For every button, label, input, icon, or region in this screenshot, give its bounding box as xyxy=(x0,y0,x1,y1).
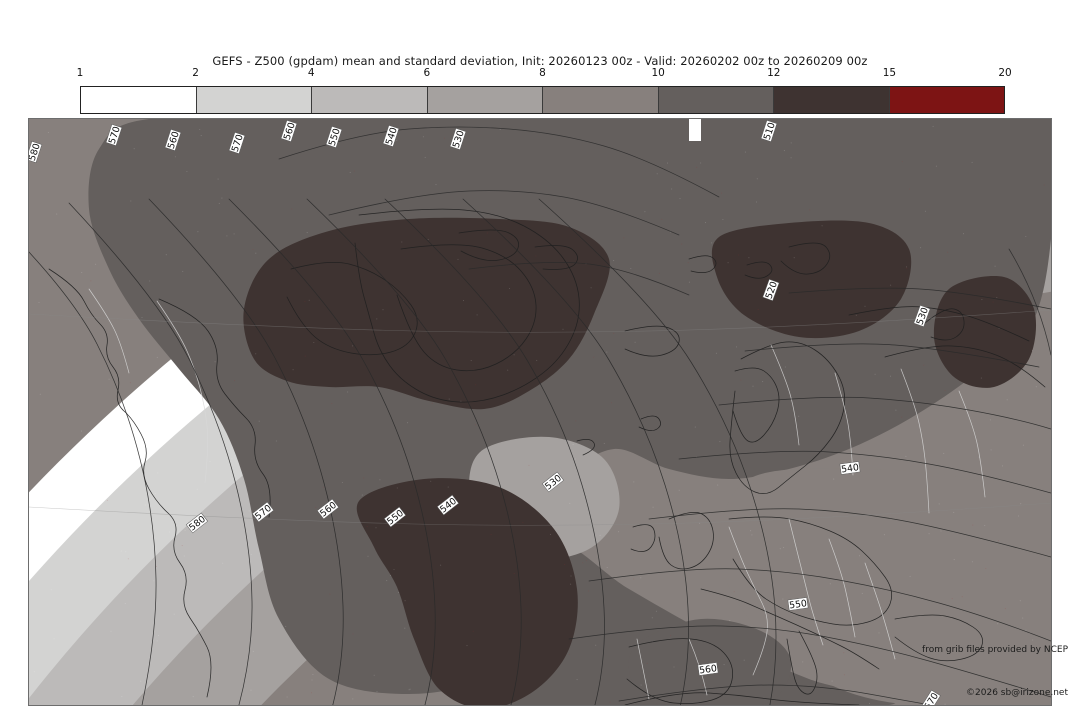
map-canvas: 580570 560 570560 550 540 530 5105205305305405… xyxy=(29,119,1051,705)
colorbar-tick: 10 xyxy=(651,67,664,79)
weather-map[interactable]: 580 570 560 570 560 550 540 530 510 520 530 530 540 5… xyxy=(28,118,1052,706)
colorbar-tick: 1 xyxy=(77,67,84,79)
colorbar-tick: 4 xyxy=(308,67,315,79)
colorbar-tick: 15 xyxy=(883,67,896,79)
colorbar: 1 2 4 6 8 10 12 15 20 xyxy=(80,86,1005,114)
colorbar-tick: 8 xyxy=(539,67,546,79)
colorbar-tick: 20 xyxy=(998,67,1011,79)
colorbar-segment xyxy=(197,87,313,113)
data-source-credit: from grib files provided by NCEP xyxy=(922,645,1068,655)
colorbar-segments xyxy=(80,86,1005,114)
colorbar-segment xyxy=(659,87,775,113)
colorbar-segment xyxy=(312,87,428,113)
colorbar-segment xyxy=(428,87,544,113)
colorbar-segment xyxy=(890,87,1005,113)
colorbar-segment xyxy=(543,87,659,113)
colorbar-segment xyxy=(81,87,197,113)
colorbar-tick: 6 xyxy=(424,67,431,79)
colorbar-segment xyxy=(774,87,890,113)
page-title: GEFS - Z500 (gpdam) mean and standard de… xyxy=(0,54,1080,68)
colorbar-tick: 2 xyxy=(192,67,199,79)
copyright-credit: ©2026 sb@irizone.net xyxy=(966,688,1068,698)
colorbar-tick: 12 xyxy=(767,67,780,79)
